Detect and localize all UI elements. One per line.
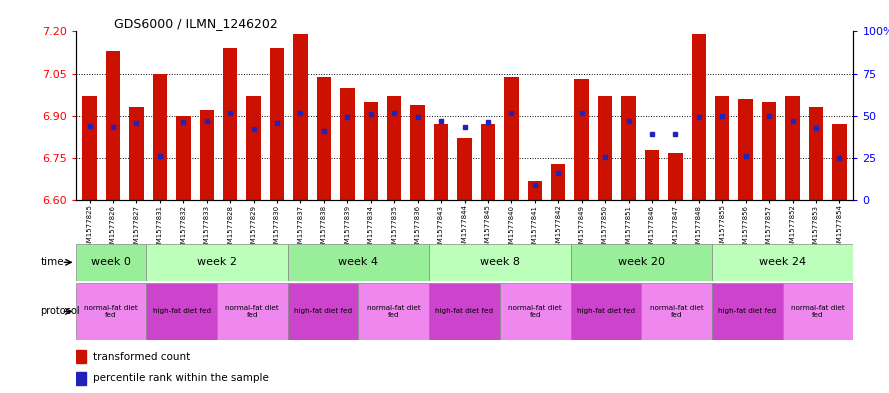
Bar [76,372,86,385]
Text: week 8: week 8 [480,257,520,267]
Bar [712,244,853,281]
Text: percentile rank within the sample: percentile rank within the sample [93,373,269,383]
Text: high-fat diet fed: high-fat diet fed [718,309,776,314]
Text: week 20: week 20 [618,257,665,267]
Bar [246,96,260,200]
Bar [551,164,565,200]
Bar [288,283,358,340]
Bar [692,34,706,200]
Bar [715,96,730,200]
Bar [712,283,782,340]
Bar [76,283,147,340]
Bar [645,150,660,200]
Bar [76,350,86,363]
Text: normal-fat diet
fed: normal-fat diet fed [84,305,138,318]
Bar [641,283,712,340]
Text: week 4: week 4 [339,257,379,267]
Bar [364,102,378,200]
Bar [571,244,712,281]
Bar [574,79,589,200]
Bar [293,34,308,200]
Bar [176,116,190,200]
Bar [429,244,571,281]
Bar [387,96,402,200]
Bar [340,88,355,200]
Text: week 0: week 0 [91,257,131,267]
Text: normal-fat diet
fed: normal-fat diet fed [509,305,562,318]
Bar [288,244,429,281]
Text: week 24: week 24 [759,257,806,267]
Text: normal-fat diet
fed: normal-fat diet fed [650,305,703,318]
Bar [739,99,753,200]
Bar [809,107,823,200]
Bar [785,96,800,200]
Bar [223,48,237,200]
Bar [500,283,571,340]
Bar [411,105,425,200]
Text: high-fat diet fed: high-fat diet fed [577,309,635,314]
Text: normal-fat diet
fed: normal-fat diet fed [791,305,845,318]
Bar [83,96,97,200]
Bar [129,107,144,200]
Bar [269,48,284,200]
Bar [457,138,472,200]
Text: protocol: protocol [40,307,80,316]
Text: GDS6000 / ILMN_1246202: GDS6000 / ILMN_1246202 [115,17,278,30]
Bar [832,124,846,200]
Text: transformed count: transformed count [93,352,190,362]
Bar [76,244,147,281]
Bar [527,181,542,200]
Bar [481,124,495,200]
Text: high-fat diet fed: high-fat diet fed [153,309,211,314]
Bar [504,77,518,200]
Text: high-fat diet fed: high-fat diet fed [436,309,493,314]
Bar [597,96,613,200]
Text: high-fat diet fed: high-fat diet fed [294,309,352,314]
Bar [434,124,448,200]
Bar [217,283,288,340]
Bar [199,110,214,200]
Bar [782,283,853,340]
Bar [147,283,217,340]
Bar [358,283,429,340]
Text: time: time [40,257,64,267]
Bar [621,96,636,200]
Bar [316,77,332,200]
Bar [147,244,288,281]
Bar [153,73,167,200]
Text: normal-fat diet
fed: normal-fat diet fed [367,305,420,318]
Text: normal-fat diet
fed: normal-fat diet fed [226,305,279,318]
Bar [762,102,776,200]
Bar [429,283,500,340]
Text: week 2: week 2 [197,257,237,267]
Bar [669,152,683,200]
Bar [571,283,641,340]
Bar [106,51,120,200]
